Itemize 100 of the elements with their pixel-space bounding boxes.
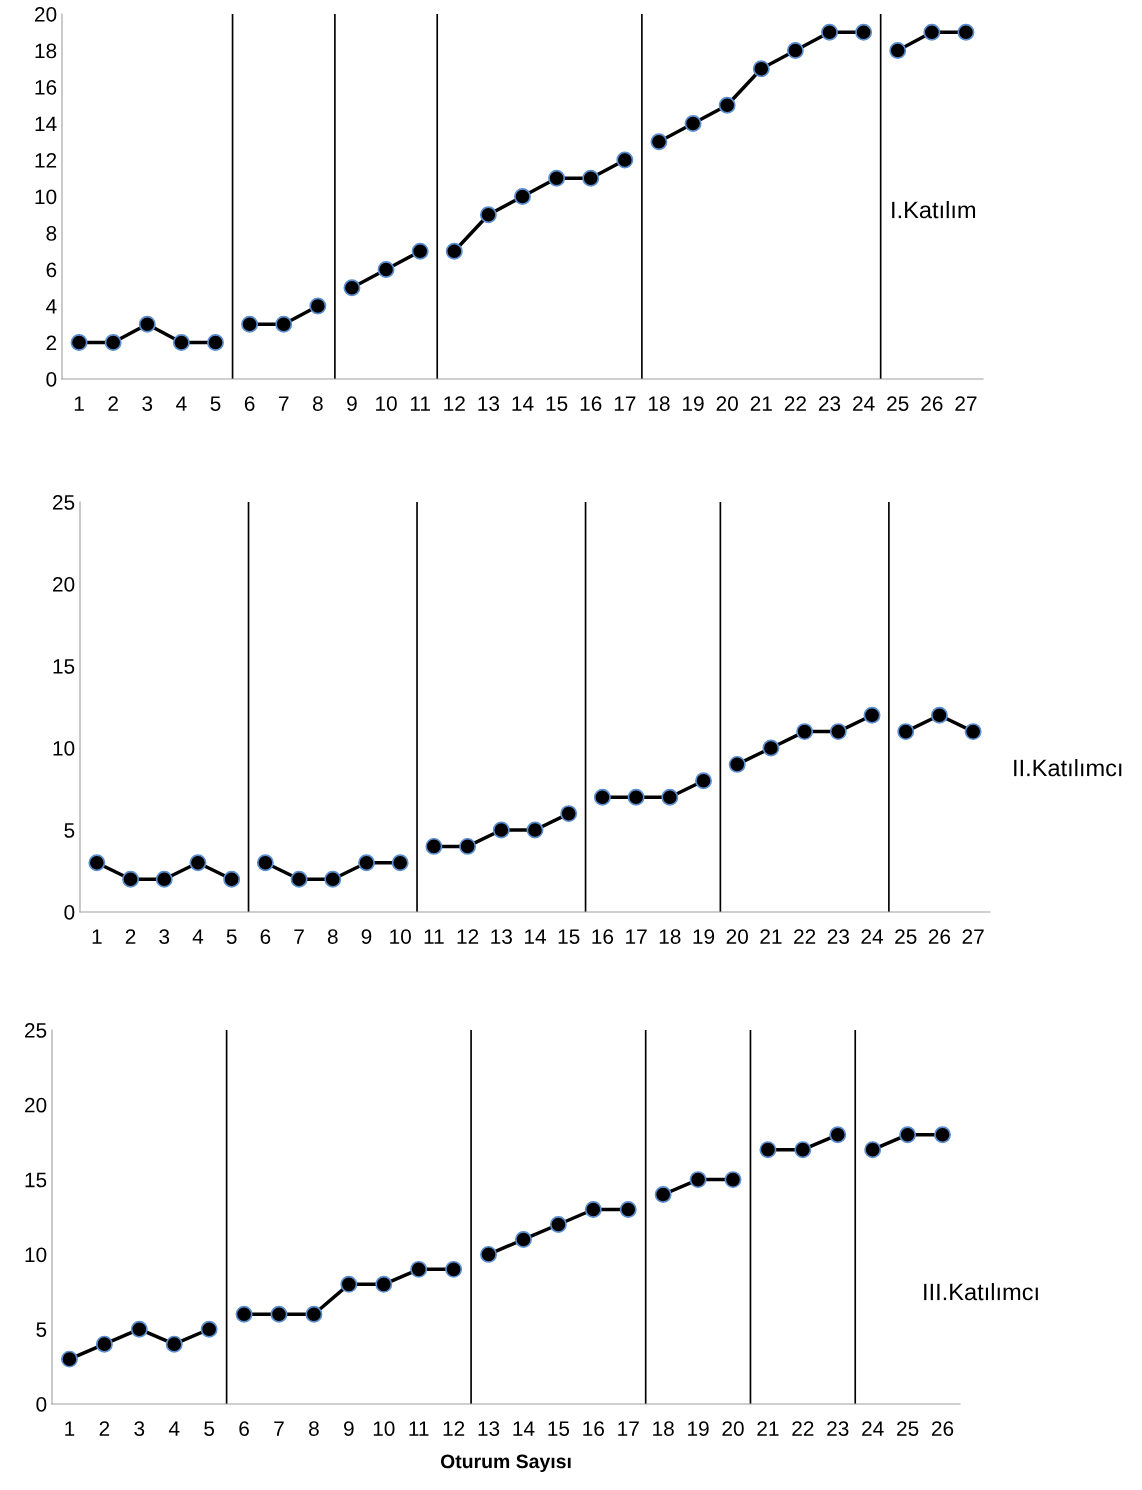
x-tick-label: 19: [688, 1421, 709, 1436]
y-tick-label: 10: [25, 1247, 47, 1263]
x-tick-label: 18: [648, 396, 670, 411]
point: [256, 854, 274, 872]
point: [459, 837, 477, 855]
y-tick-label: 10: [53, 741, 75, 756]
y-tick-label: 0: [64, 905, 75, 920]
point: [684, 115, 702, 132]
annotation: III.Katılımcı: [924, 1282, 1038, 1301]
y-tick-label: 0: [46, 372, 57, 387]
point: [560, 805, 578, 823]
point: [172, 334, 190, 351]
y-tick-label: 12: [35, 153, 57, 168]
y-tick-label: 2: [46, 335, 57, 351]
point: [752, 60, 770, 78]
x-tick-label: 16: [580, 396, 602, 411]
point: [165, 1335, 183, 1353]
x-tick-label: 23: [818, 396, 841, 411]
x-tick-label: 21: [750, 396, 772, 411]
x-tick-label: 17: [618, 1421, 639, 1436]
y-tick-label: 25: [53, 495, 75, 510]
text: II.Katılımcı: [1014, 758, 1122, 777]
x-tick-label: 17: [614, 396, 636, 411]
x-tick-label: 3: [159, 929, 170, 944]
y-tick-label: 20: [25, 1097, 47, 1113]
point: [619, 1201, 637, 1218]
x-tick-label: 5: [226, 929, 237, 944]
point: [616, 151, 634, 169]
point: [930, 706, 948, 724]
x-tick-label: 13: [491, 929, 512, 944]
point: [650, 133, 668, 151]
x-tick-label: 11: [424, 929, 444, 944]
point: [377, 261, 395, 278]
point: [88, 854, 106, 872]
x-tick-label: 15: [548, 1421, 570, 1436]
x-tick-label: 7: [294, 929, 304, 944]
x-tick-label: 8: [327, 929, 338, 944]
point: [275, 315, 293, 333]
point: [324, 870, 342, 888]
point: [122, 870, 140, 888]
x-tick-label: 9: [344, 1421, 354, 1436]
x-tick-label: 7: [274, 1421, 284, 1436]
x-tick-label: 23: [827, 929, 850, 944]
point: [855, 23, 873, 41]
point: [934, 1126, 952, 1144]
x-tick-label: 20: [722, 1421, 744, 1436]
x-tick-label: 10: [376, 396, 397, 411]
point: [584, 1201, 602, 1218]
y-tick-label: 15: [25, 1172, 47, 1188]
x-tick-label: 21: [757, 1421, 779, 1436]
point: [526, 821, 544, 839]
point: [343, 279, 361, 297]
x-tick-label: 11: [409, 1421, 429, 1436]
x-tick-label: 25: [897, 1421, 919, 1436]
x-tick-label: 18: [659, 929, 681, 944]
x-tick-label: 22: [784, 396, 806, 411]
x-tick-label: 9: [361, 929, 372, 944]
point: [593, 788, 611, 806]
point: [549, 1216, 567, 1233]
x-tick-label: 20: [716, 396, 738, 411]
point: [964, 723, 982, 741]
x-tick-label: 13: [478, 396, 500, 411]
x-tick-label: 19: [683, 396, 704, 411]
point: [796, 723, 814, 741]
point: [821, 23, 838, 41]
x-tick-label: 9: [347, 396, 357, 411]
x-tick-label: 19: [693, 929, 715, 944]
point: [270, 1305, 288, 1323]
x-tick-label: 24: [853, 396, 875, 411]
x-tick-label: 1: [65, 1421, 75, 1436]
y-tick-label: 6: [46, 262, 57, 278]
point: [863, 706, 881, 724]
point: [582, 169, 600, 187]
point: [786, 42, 804, 59]
point: [724, 1171, 742, 1189]
x-tick-label: 4: [176, 396, 187, 411]
x-tick-label: 2: [125, 929, 136, 944]
point: [138, 315, 156, 333]
x-tick-label: 26: [932, 1421, 954, 1436]
y-tick-label: 4: [46, 299, 57, 314]
x-tick-label: 14: [525, 929, 546, 944]
point: [794, 1141, 812, 1159]
point: [654, 1186, 672, 1204]
x-tick-label: 2: [108, 396, 118, 411]
x-tick-label: 3: [134, 1421, 145, 1436]
point: [309, 297, 327, 315]
y-tick-label: 16: [35, 80, 57, 95]
x-tick-label: 2: [99, 1421, 110, 1436]
point: [661, 788, 679, 806]
y-tick-label: 20: [35, 7, 57, 22]
x-tick-label: 24: [861, 929, 884, 944]
point: [829, 723, 847, 741]
y-tick-label: 5: [36, 1322, 47, 1337]
point: [897, 723, 915, 741]
x-tick-label: 8: [309, 1421, 319, 1436]
x-tick-label: 21: [760, 929, 782, 944]
point: [695, 772, 712, 790]
point: [627, 788, 645, 806]
x-tick-label: 20: [726, 929, 748, 944]
point: [235, 1305, 253, 1323]
